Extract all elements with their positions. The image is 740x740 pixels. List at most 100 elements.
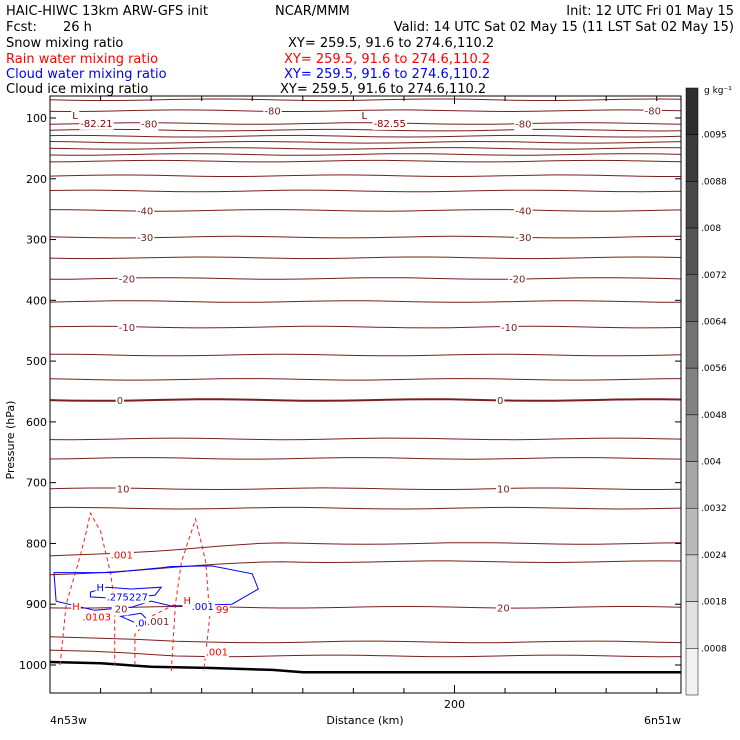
temperature-label-bg (495, 484, 511, 496)
colorbar-swatch (685, 134, 699, 182)
colorbar: .0095 .0088 .008 .0072 .0064 .0056 .0048 .004 .0… (685, 87, 727, 696)
temperature-contour (49, 325, 682, 329)
colorbar-swatch (685, 601, 699, 649)
temperature-label: -20 (509, 274, 525, 285)
temperature-label: 0 (117, 396, 123, 407)
temperature-label-bg (135, 206, 155, 218)
y-tick-label: 700 (26, 477, 47, 490)
temperature-contour (49, 109, 682, 113)
temperature-label-bg (135, 233, 155, 245)
colorbar-label: .004 (701, 458, 721, 468)
temperature-label-bg (514, 206, 533, 218)
y-tick-label: 100 (26, 112, 47, 125)
colorbar-swatch (685, 181, 699, 229)
temperature-label-bg (495, 603, 511, 615)
cloud-water-contour (53, 565, 259, 611)
mixed-label-bg (113, 604, 129, 616)
rain-label-bg (71, 602, 81, 614)
temperature-label: -30 (515, 233, 531, 244)
temperature-contour (49, 605, 682, 609)
temperature-label: -20 (119, 274, 135, 285)
temperature-label-bg (514, 233, 533, 245)
colorbar-label: .0048 (701, 411, 727, 421)
temperature-contour (49, 437, 682, 441)
rain-label-bg (109, 550, 134, 562)
temperature-contour (49, 256, 682, 260)
temperature-contour (49, 140, 682, 144)
y-axis-label: Pressure (hPa) (4, 401, 17, 480)
temperature-label-bg (643, 106, 662, 118)
y-tick-label: 1000 (19, 659, 47, 672)
y-tick-label: 300 (26, 234, 47, 247)
temperature-label-bg (508, 274, 527, 286)
temperature-contour (49, 235, 682, 239)
cloud-water-label: .001 (135, 618, 157, 629)
x-ticks: 20 0 (100, 96, 658, 711)
valid-time: Valid: 14 UTC Sat 02 May 15 (11 LST Sat … (394, 20, 734, 35)
colorbar-label: .008 (701, 224, 721, 234)
colorbar-swatch (685, 274, 699, 322)
extremum-label: -82.55 (374, 119, 406, 130)
y-tick-label: 600 (26, 416, 47, 429)
temperature-contour (49, 506, 682, 510)
colorbar-label: .0032 (701, 504, 727, 514)
temperature-label: -80 (264, 107, 280, 118)
temperature-label-bg (500, 323, 519, 335)
colorbar-swatch (685, 87, 699, 135)
model-title: HAIC-HIWC 13km ARW-GFS init (6, 4, 208, 19)
x-end-location: 6n51w (644, 714, 681, 727)
colorbar-label: .0018 (701, 598, 727, 608)
terrain-line (49, 660, 681, 674)
rain-label-bg (204, 647, 229, 659)
cloud-water-label: .001 (192, 602, 214, 613)
rain-label-bg (182, 595, 193, 607)
y-tick-label: 400 (26, 294, 47, 307)
temperature-contour (50, 353, 682, 357)
rain-field-name: Rain water mixing ratio (6, 52, 158, 67)
temperature-contour (49, 189, 682, 193)
colorbar-unit: g kg⁻¹ (704, 86, 732, 96)
colorbar-label: .0008 (701, 644, 727, 654)
cloud-ice-field-xy: XY= 259.5, 91.6 to 274.6,110.2 (280, 82, 486, 97)
temperature-contour (49, 209, 682, 212)
temperature-contour (49, 153, 682, 156)
temperature-contour (49, 378, 682, 381)
temperature-contour (49, 300, 682, 303)
temperature-label: 10 (497, 485, 510, 496)
colorbar-label: .0056 (701, 364, 727, 374)
snow-field-xy: XY= 259.5, 91.6 to 274.6,110.2 (288, 36, 494, 51)
y-tick-label: 200 (26, 173, 47, 186)
snow-field-name: Snow mixing ratio (6, 36, 123, 51)
extremum-label-bg (71, 110, 80, 122)
plot-area (49, 98, 682, 674)
colorbar-label: .0024 (701, 551, 727, 561)
temperature-label: -10 (501, 323, 517, 334)
temperature-label: -30 (137, 233, 153, 244)
rain-contour (59, 511, 116, 666)
rain-contour (170, 517, 211, 672)
rain-label: .001 (111, 550, 133, 561)
colorbar-swatch (685, 648, 699, 696)
temperature-label-bg (263, 106, 282, 118)
temperature-label-bg (115, 396, 125, 408)
y-tick-label: 500 (26, 355, 47, 368)
plot-frame (49, 95, 682, 694)
rain-label: .0103 (82, 612, 111, 623)
temperature-label: 10 (117, 485, 130, 496)
colorbar-label: .0064 (701, 317, 727, 327)
temperature-contour (49, 542, 682, 557)
temperature-contour (49, 174, 681, 178)
temperature-label-bg (514, 119, 533, 131)
colorbar-swatch (685, 227, 699, 276)
temperature-contour (49, 560, 682, 576)
temperature-label-bg (495, 396, 505, 408)
temperature-contour (49, 398, 682, 402)
cloud-water-label-bg (95, 583, 106, 595)
rain-label: H (72, 602, 80, 613)
y-tick-label: 900 (26, 598, 47, 611)
extremum-label-bg (79, 118, 114, 130)
temperature-label-bg (140, 119, 159, 131)
extremum-label-bg (360, 110, 369, 122)
